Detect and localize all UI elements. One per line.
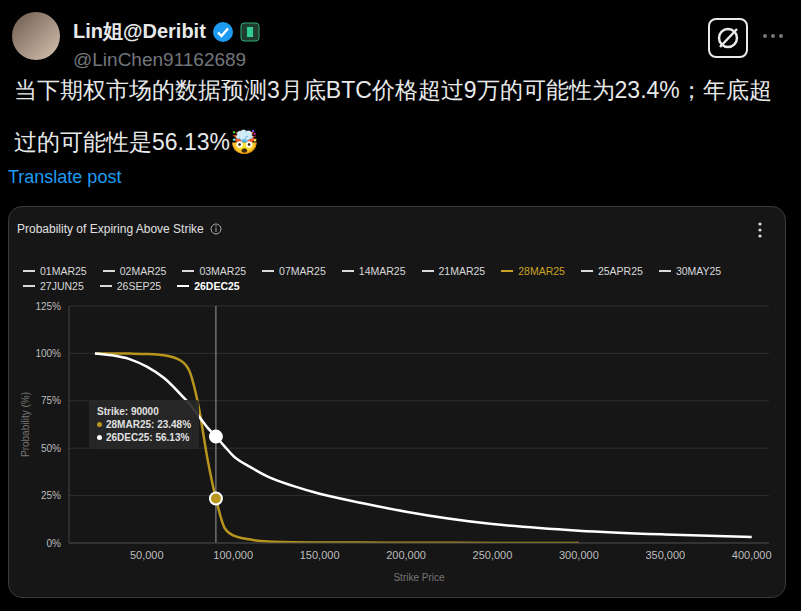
svg-text:Strike Price: Strike Price	[393, 572, 445, 583]
svg-text:50,000: 50,000	[130, 549, 164, 561]
html-text:21MAR25: 21MAR25	[438, 265, 486, 277]
svg-text:125%: 125%	[35, 301, 61, 312]
svg-text:300,000: 300,000	[559, 549, 599, 561]
html-text:27JUN25: 27JUN25	[40, 280, 84, 292]
svg-text:25%: 25%	[41, 490, 61, 501]
html-text:Probability of Expiring Above: Probability of Expiring Above Strike	[17, 222, 204, 236]
html-text:28MAR25: 23.48%: 28MAR25: 23.48%	[106, 419, 191, 430]
html-text:@LinChen91162689: @LinChen91162689	[73, 49, 247, 70]
html-text:Lin姐@Deribit: Lin姐@Deribit	[73, 20, 206, 42]
svg-text:100%: 100%	[35, 348, 61, 359]
svg-text:50%: 50%	[41, 443, 61, 454]
html-text:26DEC25: 26DEC25	[194, 280, 240, 292]
html-text:当下期权市场的数据预测3月底BTC价格超过9万的可能性为23: 当下期权市场的数据预测3月底BTC价格超过9万的可能性为23.4%；年底超过的可…	[14, 77, 772, 155]
html-text:28MAR25: 28MAR25	[518, 265, 565, 277]
svg-text:200,000: 200,000	[386, 549, 426, 561]
html-text:07MAR25: 07MAR25	[279, 265, 326, 277]
svg-text:75%: 75%	[41, 395, 61, 406]
svg-text:100,000: 100,000	[213, 549, 253, 561]
svg-text:Probability (%): Probability (%)	[20, 392, 31, 457]
html-text:Strike: 90000: Strike: 90000	[97, 406, 159, 417]
html-text:03MAR25: 03MAR25	[199, 265, 247, 277]
html-text:30MAY25: 30MAY25	[675, 265, 722, 277]
svg-text:350,000: 350,000	[645, 549, 685, 561]
html-text:01MAR25: 01MAR25	[40, 265, 87, 277]
html-text:14MAR25: 14MAR25	[358, 265, 406, 277]
svg-text:0%: 0%	[47, 538, 62, 549]
svg-text:150,000: 150,000	[300, 549, 340, 561]
html-text:26SEP25: 26SEP25	[116, 280, 162, 292]
svg-text:400,000: 400,000	[732, 549, 772, 561]
html-text:Translate post: Translate post	[8, 167, 122, 187]
html-text:26DEC25: 56.13%: 26DEC25: 56.13%	[106, 432, 190, 443]
html-text:25APR25: 25APR25	[597, 265, 643, 277]
html-text:02MAR25: 02MAR25	[119, 265, 167, 277]
svg-text:250,000: 250,000	[473, 549, 513, 561]
